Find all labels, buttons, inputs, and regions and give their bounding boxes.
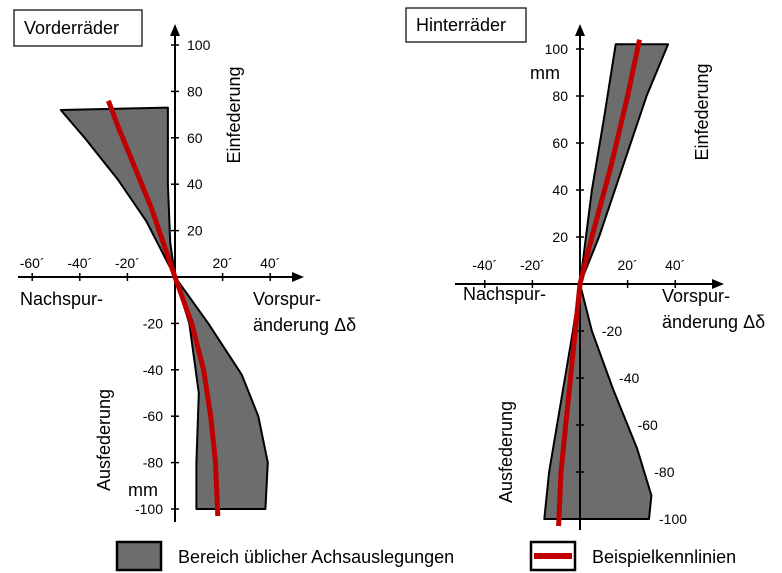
y-tick-label: -60 <box>143 408 163 424</box>
y-tick-label: 20 <box>187 223 203 239</box>
y-tick-label: -20 <box>602 323 622 339</box>
x-tick-label: -40´ <box>67 255 92 271</box>
chart-title-box <box>405 7 527 43</box>
x-label-left: Nachspur- <box>20 289 103 309</box>
y-tick-label: -80 <box>143 455 163 471</box>
y-tick-label: -80 <box>654 464 674 480</box>
x-label-right-line2: änderung Δδ <box>662 312 765 332</box>
chart-title-box <box>13 9 143 47</box>
y-tick-label: 20 <box>552 229 568 245</box>
y-unit-label: mm <box>530 63 560 83</box>
y-axis-arrow <box>575 24 585 36</box>
y-axis-arrow <box>170 24 180 36</box>
x-label-right-line2: änderung Δδ <box>253 315 356 335</box>
y-tick-label: 100 <box>545 41 569 57</box>
y-tick-label: 40 <box>552 182 568 198</box>
legend: Bereich üblicher Achsauslegungen Beispiel… <box>115 540 736 572</box>
y-unit-label: mm <box>128 480 158 500</box>
x-tick-label: -60´ <box>20 255 45 271</box>
y-label-top: Einfederung <box>692 63 712 160</box>
y-tick-label: 100 <box>187 37 211 53</box>
y-tick-label: 60 <box>552 135 568 151</box>
y-tick-label: -60 <box>638 417 658 433</box>
legend-line-label: Beispielkennlinien <box>592 547 736 567</box>
x-label-right-line1: Vorspur- <box>662 286 730 306</box>
y-label-top: Einfederung <box>224 66 244 163</box>
y-tick-label: -40 <box>619 370 639 386</box>
x-tick-label: 20´ <box>617 257 637 273</box>
y-tick-label: -40 <box>143 362 163 378</box>
x-tick-label: -20´ <box>115 255 140 271</box>
y-tick-label: 80 <box>552 88 568 104</box>
legend-band-swatch <box>115 540 163 572</box>
y-tick-label: -100 <box>659 511 687 527</box>
x-axis-arrow <box>712 279 724 289</box>
legend-band-label: Bereich üblicher Achsauslegungen <box>178 547 454 567</box>
chart-title: Vorderräder <box>24 18 119 38</box>
front-wheels-panel: Vorderräder -60´ -40´ -20´ 20´ 40´ 100 80 60 40 20… <box>13 9 356 522</box>
x-tick-label: -20´ <box>520 257 545 273</box>
x-tick-label: 20´ <box>212 255 232 271</box>
y-label-bottom: Ausfederung <box>94 389 114 491</box>
y-tick-label: 60 <box>187 130 203 146</box>
x-label-left: Nachspur- <box>463 284 546 304</box>
example-curve <box>556 39 642 527</box>
x-tick-label: 40´ <box>260 255 280 271</box>
y-tick-label: 40 <box>187 176 203 192</box>
y-label-bottom: Ausfederung <box>496 401 516 503</box>
y-tick-label: -100 <box>135 501 163 517</box>
chart-title: Hinterräder <box>416 15 506 35</box>
y-tick-label: 80 <box>187 83 203 99</box>
x-tick-label: -40´ <box>472 257 497 273</box>
example-curve <box>106 99 221 517</box>
x-label-right-line1: Vorspur- <box>253 289 321 309</box>
y-tick-label: -20 <box>143 315 163 331</box>
x-axis-arrow <box>292 272 304 282</box>
x-tick-label: 40´ <box>665 257 685 273</box>
tolerance-band <box>59 106 269 510</box>
rear-wheels-panel: Hinterräder -40´ -20´ 20´ 40´ 100 80 60 40 20 -20 -… <box>405 7 765 530</box>
